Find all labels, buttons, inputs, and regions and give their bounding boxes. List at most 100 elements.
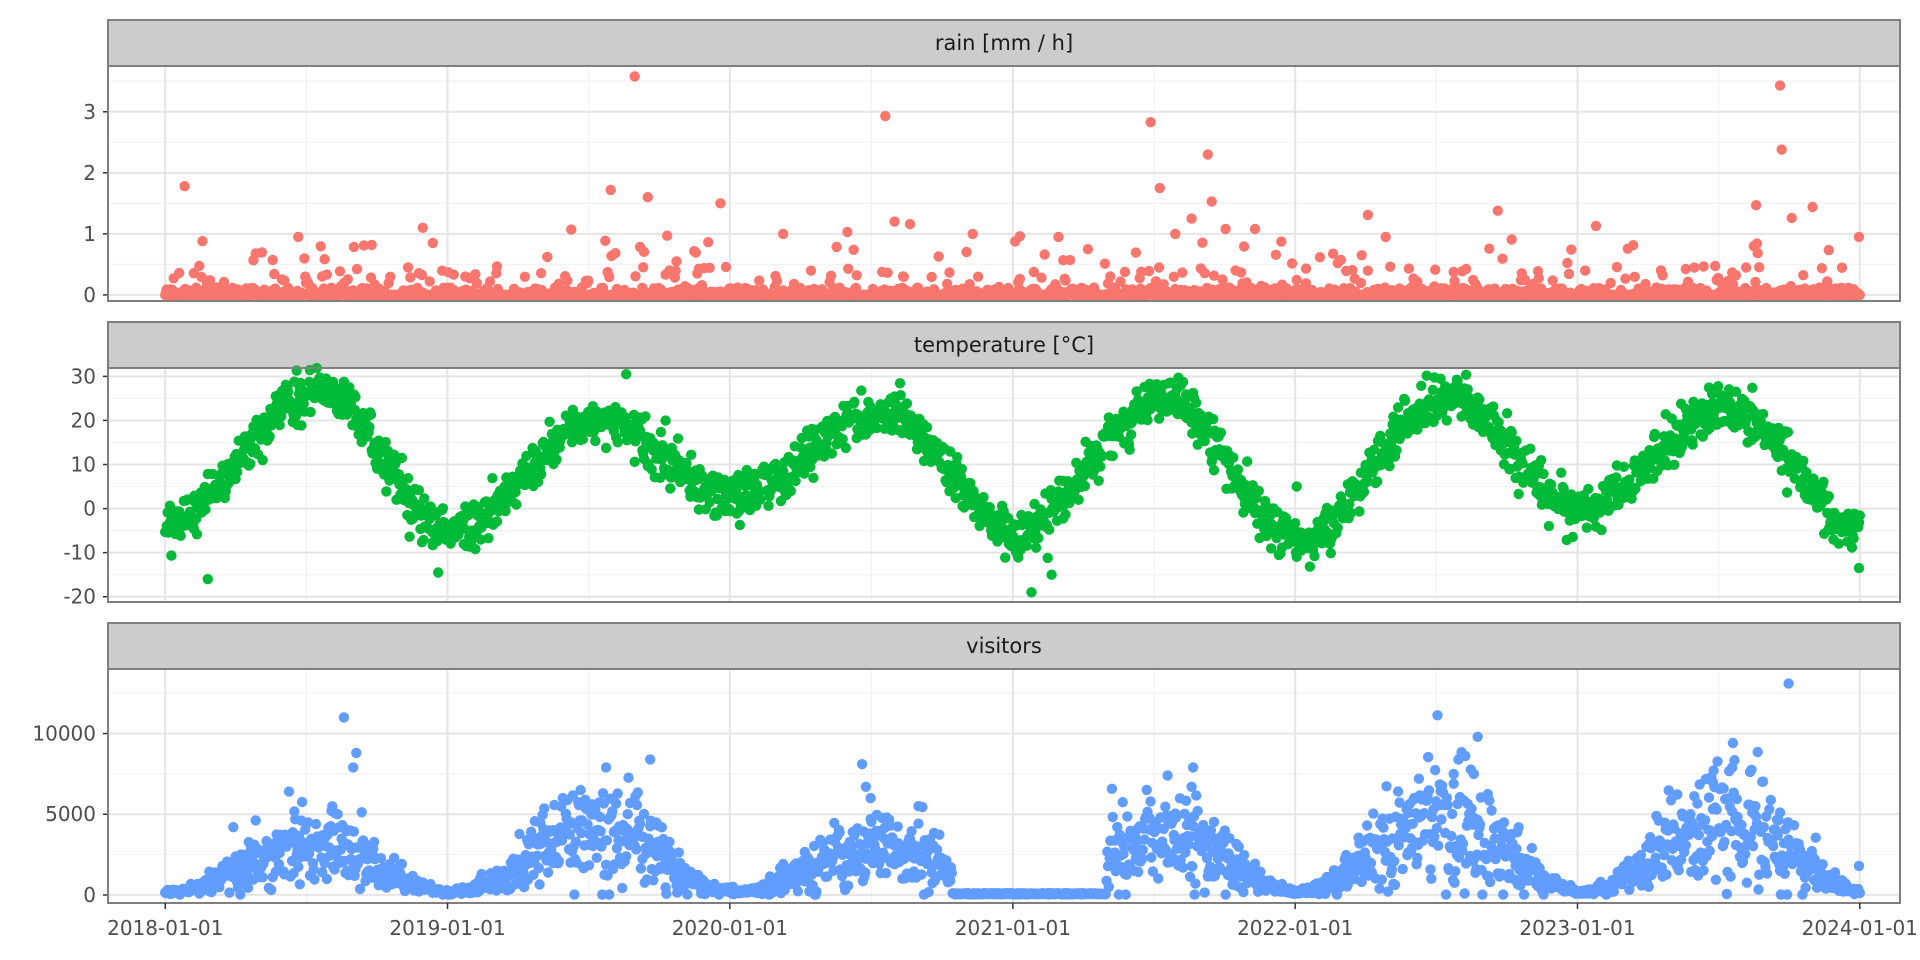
- data-point: [1291, 481, 1302, 492]
- data-point: [1798, 270, 1809, 281]
- data-point: [825, 270, 837, 281]
- data-point: [1497, 253, 1508, 264]
- data-point: [1496, 426, 1507, 437]
- data-point: [470, 543, 481, 555]
- data-point: [1358, 486, 1370, 497]
- data-point: [1611, 261, 1623, 273]
- data-point: [278, 404, 289, 415]
- data-point: [417, 222, 428, 233]
- data-point: [690, 247, 701, 258]
- data-point: [1356, 250, 1367, 261]
- data-point: [1818, 476, 1829, 488]
- data-point: [1525, 443, 1536, 454]
- data-point: [1416, 380, 1427, 391]
- data-point: [483, 533, 494, 544]
- data-point: [1629, 271, 1640, 282]
- data-point: [296, 796, 308, 808]
- data-point: [1740, 262, 1752, 273]
- data-point: [1362, 209, 1374, 221]
- data-point: [1170, 393, 1182, 404]
- data-point: [1271, 532, 1282, 544]
- data-point: [1816, 263, 1828, 274]
- data-point: [1580, 265, 1591, 276]
- data-point: [629, 71, 640, 82]
- data-point: [566, 224, 577, 235]
- data-point: [1611, 472, 1622, 483]
- data-point: [1430, 264, 1441, 275]
- data-point: [1153, 262, 1165, 273]
- data-point: [921, 422, 933, 433]
- data-point: [1751, 238, 1763, 249]
- data-point: [1228, 452, 1239, 463]
- data-point: [1562, 257, 1573, 269]
- data-point: [711, 510, 722, 521]
- data-point: [291, 365, 302, 376]
- data-point: [1119, 266, 1131, 278]
- data-point: [1115, 276, 1126, 287]
- data-point: [1177, 267, 1188, 278]
- data-point: [1215, 427, 1227, 438]
- data-point: [1327, 248, 1339, 259]
- data-point: [350, 391, 361, 403]
- data-point: [840, 442, 851, 454]
- data-point: [1372, 476, 1383, 487]
- data-point: [419, 493, 430, 504]
- y-tick-label: 3: [83, 100, 96, 124]
- data-point: [1261, 530, 1272, 542]
- data-point: [519, 271, 531, 282]
- data-point: [375, 853, 387, 864]
- data-point: [1807, 201, 1818, 213]
- data-point: [1448, 266, 1459, 278]
- data-point: [1042, 552, 1053, 564]
- data-point: [577, 433, 589, 445]
- data-point: [1823, 244, 1835, 256]
- data-point: [1235, 267, 1247, 278]
- data-point: [754, 494, 766, 505]
- data-point: [942, 278, 953, 290]
- data-point: [1197, 237, 1208, 248]
- data-point: [381, 486, 392, 497]
- data-point: [1355, 277, 1367, 289]
- data-point: [1145, 117, 1156, 128]
- data-point: [734, 519, 746, 531]
- data-point: [1689, 262, 1700, 273]
- data-point: [1493, 417, 1504, 428]
- data-point: [174, 267, 185, 279]
- data-point: [1033, 532, 1044, 544]
- data-point: [933, 251, 944, 262]
- data-point: [894, 378, 906, 389]
- data-point: [1202, 149, 1214, 160]
- facet-strip-title: temperature [°C]: [914, 333, 1094, 357]
- data-point: [1046, 569, 1057, 580]
- data-point: [952, 451, 963, 463]
- data-point: [463, 509, 474, 521]
- data-point: [1208, 465, 1220, 476]
- data-point: [1566, 244, 1577, 255]
- data-point: [321, 873, 333, 885]
- data-point: [232, 466, 243, 478]
- data-point: [448, 269, 459, 280]
- data-point: [842, 226, 853, 238]
- data-point: [1848, 533, 1859, 544]
- data-point: [1441, 415, 1453, 426]
- data-point: [245, 458, 256, 469]
- data-point: [604, 271, 615, 283]
- data-point: [1191, 397, 1202, 408]
- data-point: [348, 241, 360, 253]
- data-point: [901, 398, 913, 409]
- data-point: [175, 530, 186, 541]
- data-point: [1286, 258, 1298, 269]
- data-point: [526, 469, 537, 481]
- data-point: [385, 271, 396, 282]
- data-point: [605, 184, 616, 196]
- data-point: [1045, 485, 1057, 496]
- data-point: [1064, 254, 1076, 266]
- data-point: [1563, 268, 1575, 280]
- data-point: [1474, 394, 1485, 405]
- data-point: [600, 235, 611, 246]
- data-point: [621, 369, 632, 380]
- data-point: [1649, 428, 1661, 440]
- data-point: [671, 256, 682, 267]
- data-point: [1044, 524, 1055, 535]
